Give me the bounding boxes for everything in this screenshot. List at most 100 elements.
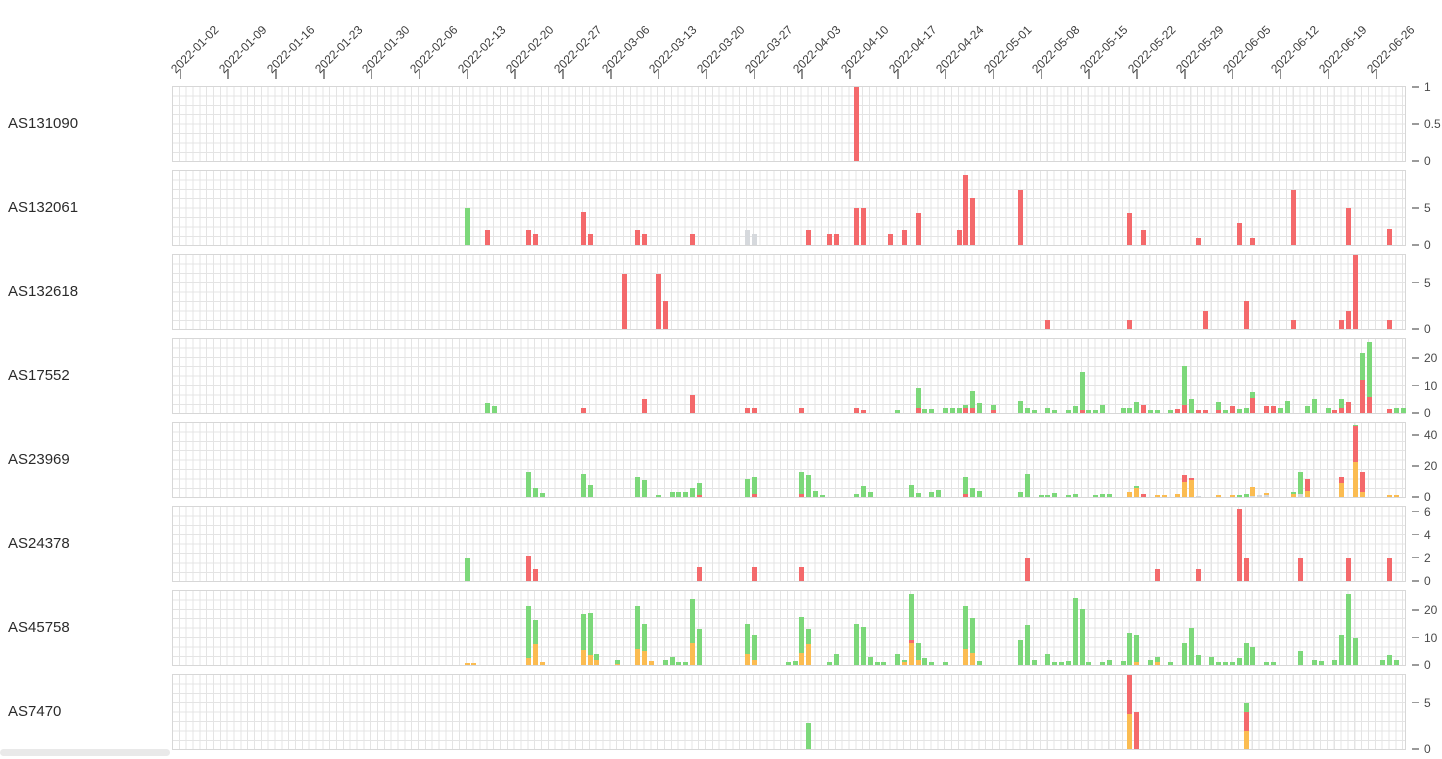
bar-as23969-day70[interactable]: [655, 494, 661, 497]
bar-as132061-day95[interactable]: [826, 233, 832, 245]
bar-as17552-day138[interactable]: [1120, 407, 1126, 413]
bar-as23969-day51[interactable]: [526, 472, 532, 497]
bar-as23969-day163[interactable]: [1291, 491, 1297, 497]
bar-as45758-day151[interactable]: [1209, 656, 1215, 665]
bar-as17552-day157[interactable]: [1250, 392, 1256, 413]
bar-as45758-day72[interactable]: [669, 656, 675, 665]
bar-as132061-day42[interactable]: [464, 208, 470, 245]
bar-as17552-day99[interactable]: [854, 407, 860, 413]
bar-as45758-day61[interactable]: [594, 654, 600, 665]
bar-as23969-day111[interactable]: [936, 490, 942, 497]
bar-as45758-day69[interactable]: [649, 660, 655, 665]
bar-as17552-day91[interactable]: [799, 407, 805, 413]
bar-as132061-day100[interactable]: [860, 208, 866, 245]
bar-as23969-day101[interactable]: [867, 492, 873, 497]
bar-as23969-day152[interactable]: [1216, 495, 1222, 497]
bar-as132061-day157[interactable]: [1250, 237, 1256, 245]
bar-as17552-day146[interactable]: [1175, 408, 1181, 413]
bar-as45758-day101[interactable]: [867, 656, 873, 665]
bar-as132061-day114[interactable]: [956, 230, 962, 245]
bar-as17552-day166[interactable]: [1311, 399, 1317, 413]
bar-as23969-day76[interactable]: [696, 483, 702, 497]
bar-as17552-day110[interactable]: [929, 408, 935, 413]
bar-as45758-day154[interactable]: [1229, 662, 1235, 665]
bar-as45758-day91[interactable]: [799, 617, 805, 665]
bar-as17552-day139[interactable]: [1127, 407, 1133, 413]
bar-as45758-day43[interactable]: [471, 662, 477, 665]
bar-as45758-day178[interactable]: [1393, 659, 1399, 665]
bar-as45758-day73[interactable]: [676, 662, 682, 665]
bar-as45758-day100[interactable]: [860, 626, 866, 665]
bar-as132618-day150[interactable]: [1202, 310, 1208, 329]
bar-as132618-day177[interactable]: [1387, 319, 1393, 329]
bar-as132061-day84[interactable]: [751, 233, 757, 245]
bar-as45758-day166[interactable]: [1311, 659, 1317, 665]
bar-as132061-day59[interactable]: [580, 211, 586, 245]
bar-as24378-day164[interactable]: [1298, 557, 1304, 581]
bar-as132061-day51[interactable]: [526, 230, 532, 245]
bar-as45758-day92[interactable]: [806, 629, 812, 665]
bar-as17552-day115[interactable]: [963, 404, 969, 413]
bar-as45758-day96[interactable]: [833, 654, 839, 665]
bar-as132618-day172[interactable]: [1352, 255, 1358, 329]
bar-as23969-day60[interactable]: [587, 484, 593, 497]
bar-as23969-day154[interactable]: [1229, 495, 1235, 497]
bar-as23969-day159[interactable]: [1264, 493, 1270, 497]
bar-as45758-day84[interactable]: [751, 634, 757, 665]
bar-as45758-day142[interactable]: [1147, 659, 1153, 665]
bar-as17552-day119[interactable]: [990, 404, 996, 413]
bar-as45758-day71[interactable]: [662, 659, 668, 665]
bar-as23969-day170[interactable]: [1339, 476, 1345, 497]
bar-as17552-day173[interactable]: [1359, 352, 1365, 413]
bar-as45758-day157[interactable]: [1250, 647, 1256, 665]
bar-as23969-day124[interactable]: [1024, 473, 1030, 497]
bar-as23969-day158[interactable]: [1257, 494, 1263, 497]
bar-as45758-day177[interactable]: [1387, 655, 1393, 665]
bar-as132061-day83[interactable]: [744, 230, 750, 245]
bar-as132618-day163[interactable]: [1291, 319, 1297, 329]
bar-as17552-day154[interactable]: [1229, 406, 1235, 413]
bar-as132061-day139[interactable]: [1127, 213, 1133, 245]
bar-as45758-day107[interactable]: [908, 593, 914, 665]
bar-as132061-day149[interactable]: [1195, 237, 1201, 245]
bar-as23969-day139[interactable]: [1127, 492, 1133, 497]
bar-as23969-day93[interactable]: [813, 490, 819, 497]
bar-as23969-day74[interactable]: [683, 491, 689, 497]
bar-as23969-day141[interactable]: [1141, 493, 1147, 497]
bar-as45758-day110[interactable]: [929, 662, 935, 665]
bar-as17552-day114[interactable]: [956, 407, 962, 413]
bar-as17552-day46[interactable]: [491, 406, 497, 413]
bar-as45758-day159[interactable]: [1264, 662, 1270, 665]
bar-as132618-day70[interactable]: [655, 273, 661, 329]
bar-as24378-day84[interactable]: [751, 567, 757, 581]
bar-as17552-day160[interactable]: [1270, 406, 1276, 413]
bar-as132061-day171[interactable]: [1346, 208, 1352, 245]
bar-as23969-day143[interactable]: [1154, 495, 1160, 497]
bar-as17552-day171[interactable]: [1346, 402, 1352, 413]
bar-as23969-day75[interactable]: [690, 487, 696, 497]
bar-as17552-day162[interactable]: [1284, 400, 1290, 413]
bar-as17552-day140[interactable]: [1134, 402, 1140, 413]
bar-as45758-day108[interactable]: [915, 643, 921, 665]
bar-as24378-day91[interactable]: [799, 567, 805, 581]
bar-as24378-day143[interactable]: [1154, 569, 1160, 581]
bar-as132061-day163[interactable]: [1291, 189, 1297, 245]
bar-as24378-day124[interactable]: [1024, 557, 1030, 581]
bar-as17552-day124[interactable]: [1024, 407, 1030, 413]
bar-as45758-day109[interactable]: [922, 658, 928, 665]
bar-as132618-day156[interactable]: [1243, 301, 1249, 329]
bar-as17552-day125[interactable]: [1031, 410, 1037, 413]
bar-as17552-day156[interactable]: [1243, 407, 1249, 413]
bar-as23969-day127[interactable]: [1045, 494, 1051, 497]
bar-as132061-day67[interactable]: [635, 230, 641, 245]
bar-as23969-day99[interactable]: [854, 493, 860, 497]
bar-as45758-day172[interactable]: [1352, 637, 1358, 665]
bar-as17552-day142[interactable]: [1147, 410, 1153, 413]
bar-as132061-day92[interactable]: [806, 230, 812, 245]
bar-as17552-day178[interactable]: [1393, 407, 1399, 413]
bar-as17552-day133[interactable]: [1086, 410, 1092, 413]
bar-as132061-day115[interactable]: [963, 174, 969, 245]
bar-as132061-day177[interactable]: [1387, 228, 1393, 245]
bar-as7470-day140[interactable]: [1134, 712, 1140, 749]
bar-as17552-day105[interactable]: [895, 410, 901, 413]
